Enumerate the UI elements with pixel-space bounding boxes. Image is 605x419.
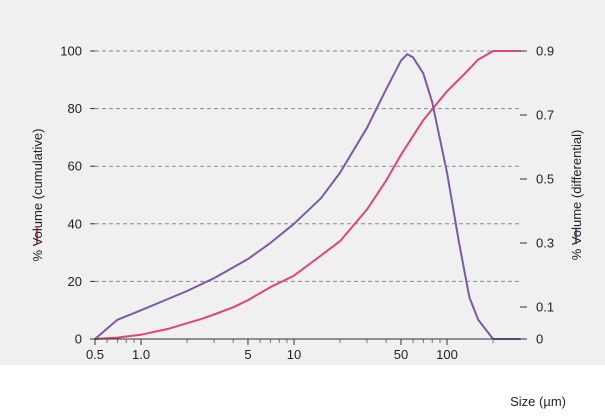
y-left-tick-label: 100 [60, 44, 82, 59]
x-tick-label: 100 [436, 347, 458, 362]
y-right-tick-label: 0.5 [536, 172, 554, 187]
x-tick-label: 0.5 [86, 347, 104, 362]
x-tick-label: 1.0 [132, 347, 150, 362]
y-right-tick-label: 0.3 [536, 236, 554, 251]
x-tick-label: 50 [394, 347, 408, 362]
x-axis-title: Size (µm) [510, 394, 566, 409]
y-left-tick-label: 20 [68, 274, 82, 289]
y-right-tick-label: 0.1 [536, 300, 554, 315]
x-tick-label: 10 [287, 347, 301, 362]
cumulative-line [94, 50, 521, 340]
y-right-tick-label: 0 [536, 332, 543, 347]
y-left-tick-label: 80 [68, 101, 82, 116]
y-left-tick-label: 0 [75, 332, 82, 347]
x-tick-label: 5 [244, 347, 251, 362]
y-left-axis-title: % Volume (cumulative) [30, 129, 45, 262]
y-left-tick-label: 60 [68, 159, 82, 174]
differential-line [94, 53, 521, 340]
y-right-tick-label: 0.9 [536, 44, 554, 59]
y-right-axis-title: % Volume (differential) [569, 130, 584, 261]
y-left-tick-label: 40 [68, 216, 82, 231]
y-right-tick-label: 0.7 [536, 108, 554, 123]
